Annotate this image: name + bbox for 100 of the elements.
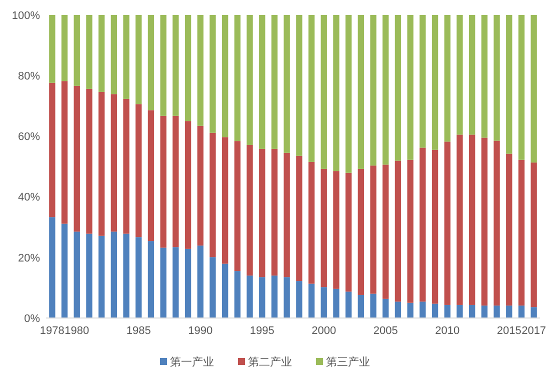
bar — [506, 306, 512, 318]
bar — [358, 294, 364, 318]
bar — [456, 134, 463, 305]
bar — [481, 138, 488, 306]
bar — [184, 248, 192, 318]
bar — [49, 217, 56, 318]
bar — [506, 15, 512, 154]
bar — [420, 148, 426, 302]
bar — [456, 15, 463, 135]
bar — [222, 137, 228, 264]
bar — [382, 298, 389, 318]
bar — [333, 15, 340, 172]
bar — [61, 224, 68, 318]
bar — [148, 241, 154, 318]
bar — [345, 292, 352, 318]
bar — [358, 15, 364, 169]
bar — [468, 304, 476, 318]
bar — [407, 15, 414, 160]
bar — [432, 304, 438, 318]
bar — [382, 164, 389, 299]
bar — [210, 257, 216, 318]
bar — [444, 304, 450, 318]
y-tick-label: 40% — [18, 192, 40, 204]
y-tick-label: 60% — [18, 131, 40, 144]
bar — [160, 248, 166, 318]
bar — [234, 15, 241, 142]
bar — [333, 288, 340, 318]
y-tick-label: 80% — [18, 70, 40, 82]
bar — [246, 15, 253, 145]
bar — [407, 160, 414, 303]
bar — [61, 15, 68, 82]
bar — [444, 142, 450, 305]
bar — [86, 88, 92, 234]
bar — [86, 15, 92, 89]
bar — [234, 141, 241, 272]
bar — [136, 15, 142, 104]
bar — [210, 15, 216, 133]
bar — [444, 15, 450, 142]
bar — [123, 234, 130, 318]
bar — [136, 104, 142, 238]
bar — [382, 15, 389, 165]
bar — [136, 237, 142, 318]
bar — [259, 277, 266, 318]
bar — [494, 140, 500, 306]
bar — [49, 82, 56, 218]
y-tick-label: 0% — [24, 312, 40, 325]
bar — [259, 15, 266, 149]
bar — [74, 15, 80, 86]
bar — [432, 15, 438, 150]
x-tick-label: 2015 — [496, 325, 522, 337]
bar — [494, 306, 500, 318]
bar — [530, 15, 537, 163]
x-tick-label: 2005 — [373, 325, 398, 337]
bar — [308, 15, 315, 162]
bar — [110, 232, 118, 318]
bar — [296, 156, 302, 282]
y-tick-label: 20% — [18, 252, 40, 264]
bar — [110, 94, 118, 232]
bar — [197, 246, 204, 318]
x-tick-label: 1985 — [126, 325, 151, 337]
x-tick-label: 2010 — [435, 325, 460, 337]
bar — [148, 110, 154, 242]
bar — [222, 15, 228, 138]
bar — [370, 166, 376, 294]
bar — [172, 15, 179, 116]
bar — [284, 15, 290, 153]
bar — [506, 154, 512, 306]
bar — [468, 15, 476, 135]
bar — [518, 306, 525, 318]
legend-label: 第三产业 — [326, 355, 370, 368]
bar — [184, 121, 192, 249]
bar — [197, 126, 204, 246]
bar — [308, 162, 315, 284]
bar — [172, 116, 179, 248]
bar — [61, 81, 68, 224]
bar — [98, 15, 105, 92]
bar — [320, 287, 327, 318]
bar — [148, 15, 154, 110]
bar — [271, 276, 278, 318]
x-tick-label: 1995 — [250, 325, 274, 337]
bar — [184, 15, 192, 122]
bar — [49, 15, 56, 83]
bar — [222, 264, 228, 318]
bar — [407, 302, 414, 318]
bar — [345, 172, 352, 292]
bar — [468, 134, 476, 305]
bar — [197, 15, 204, 126]
bar — [74, 232, 80, 318]
bar — [110, 15, 118, 94]
bar — [123, 98, 130, 234]
bar — [296, 15, 302, 156]
bar — [98, 236, 105, 318]
bar — [518, 160, 525, 306]
bar — [160, 15, 166, 116]
bar — [530, 162, 537, 308]
bar — [481, 15, 488, 138]
x-tick-label: 1990 — [188, 325, 213, 337]
bar — [259, 148, 266, 278]
bar — [394, 302, 402, 318]
bar — [432, 150, 438, 304]
